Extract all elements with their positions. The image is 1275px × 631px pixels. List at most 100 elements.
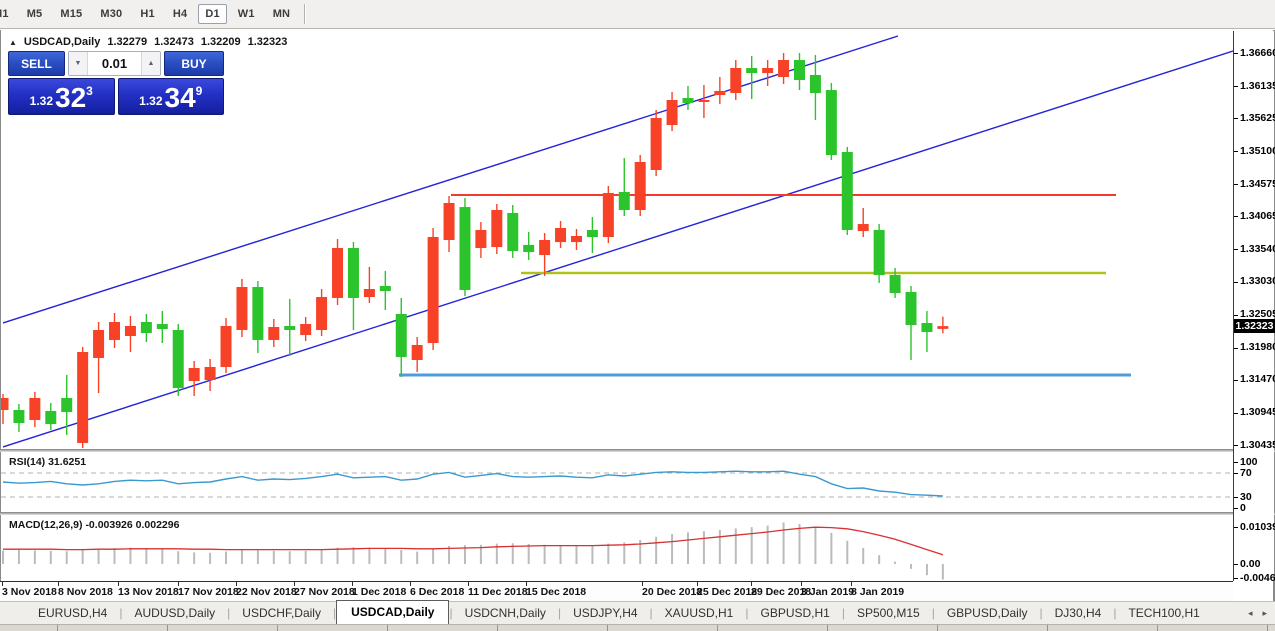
candle-body bbox=[825, 90, 837, 156]
time-axis[interactable]: 3 Nov 2018 8 Nov 2018 13 Nov 2018 17 Nov 20… bbox=[0, 581, 1233, 601]
sell-price-pip: 3 bbox=[86, 84, 93, 98]
chart-tab-audusd-daily[interactable]: AUDUSD,Daily bbox=[134, 606, 216, 620]
candle-body bbox=[268, 326, 280, 340]
tab-separator: | bbox=[332, 606, 337, 620]
timeframe-button-d1[interactable]: D1 bbox=[198, 4, 227, 24]
trend-channel-line[interactable] bbox=[2, 35, 899, 324]
time-axis-label: 27 Nov 2018 bbox=[294, 586, 355, 598]
timeframe-button-h4[interactable]: H4 bbox=[172, 8, 188, 20]
timeframe-button-m5[interactable]: M5 bbox=[26, 8, 43, 20]
tab-scroll-left-icon[interactable]: ◂ bbox=[1247, 608, 1253, 618]
macd-histogram-bar bbox=[97, 548, 100, 564]
buy-button[interactable]: BUY bbox=[164, 51, 224, 76]
macd-histogram-bar bbox=[925, 564, 928, 576]
time-axis-tick bbox=[294, 582, 295, 586]
macd-histogram-bar bbox=[320, 549, 323, 564]
trend-channel-line[interactable] bbox=[2, 50, 1233, 448]
chart-tab-gbpusd-h1[interactable]: GBPUSD,H1 bbox=[760, 606, 830, 620]
time-axis-label: 13 Nov 2018 bbox=[118, 586, 179, 598]
candle-body bbox=[539, 240, 551, 256]
macd-histogram-bar bbox=[766, 525, 769, 564]
candle-body bbox=[236, 287, 248, 331]
price-axis-tick bbox=[1234, 184, 1238, 186]
one-click-trade-panel: SELL ▼ 0.01 ▲ BUY 1.32 32 3 1.32 34 9 bbox=[8, 51, 224, 115]
candle-body bbox=[1, 397, 9, 410]
macd-histogram-bar bbox=[2, 550, 4, 564]
time-axis-tick bbox=[352, 582, 353, 586]
timeframe-button-mn[interactable]: MN bbox=[272, 8, 291, 20]
macd-axis-label: 0.00 bbox=[1240, 557, 1261, 570]
price-axis-tick bbox=[1234, 53, 1238, 54]
ohlc-low: 1.32209 bbox=[200, 36, 241, 48]
price-axis-tick bbox=[1234, 314, 1238, 316]
pane-splitter-rsi-macd[interactable] bbox=[0, 512, 1275, 515]
timeframe-button-m30[interactable]: M30 bbox=[100, 8, 123, 20]
macd-histogram-bar bbox=[193, 552, 196, 564]
sell-price-button[interactable]: 1.32 32 3 bbox=[8, 78, 115, 115]
candle-body bbox=[762, 67, 774, 74]
volume-value[interactable]: 0.01 bbox=[101, 56, 128, 71]
ohlc-close: 1.32323 bbox=[247, 36, 288, 48]
macd-histogram-bar bbox=[304, 550, 307, 564]
rsi-axis-tick bbox=[1234, 508, 1238, 509]
volume-stepper: ▼ 0.01 ▲ bbox=[68, 51, 161, 76]
chart-tab-eurusd-h4[interactable]: EURUSD,H4 bbox=[38, 606, 108, 620]
chart-tab-usdchf-daily[interactable]: USDCHF,Daily bbox=[242, 606, 321, 620]
tab-separator: | bbox=[931, 606, 935, 620]
macd-histogram-bar bbox=[113, 548, 116, 564]
candle-body bbox=[77, 351, 89, 443]
candle-body bbox=[682, 98, 694, 103]
chart-tab-xauusd-h1[interactable]: XAUUSD,H1 bbox=[664, 606, 734, 620]
rsi-axis-label: 0 bbox=[1240, 501, 1246, 514]
candle-body bbox=[284, 325, 296, 331]
rsi-axis-tick bbox=[1234, 473, 1238, 474]
timeframe-button-m1[interactable]: M1 bbox=[0, 8, 9, 20]
chart-tab-tech100-h1[interactable]: TECH100,H1 bbox=[1128, 606, 1200, 620]
tab-separator: | bbox=[745, 606, 749, 620]
volume-increase-icon[interactable]: ▲ bbox=[141, 52, 160, 75]
ohlc-high: 1.32473 bbox=[154, 36, 194, 48]
time-axis-label: 1 Dec 2018 bbox=[352, 586, 407, 598]
candle-body bbox=[252, 287, 264, 340]
macd-histogram-bar bbox=[161, 548, 164, 564]
candle-body bbox=[109, 322, 121, 340]
price-axis[interactable]: 1.36660 1.36135 1.35625 1.35100 1.34575 1.340… bbox=[1233, 31, 1275, 584]
buy-price-button[interactable]: 1.32 34 9 bbox=[117, 78, 224, 115]
chart-tab-gbpusd-daily[interactable]: GBPUSD,Daily bbox=[946, 606, 1028, 620]
sell-button[interactable]: SELL bbox=[8, 51, 65, 76]
chart-tab-usdjpy-h4[interactable]: USDJPY,H4 bbox=[573, 606, 638, 620]
tab-separator: | bbox=[449, 606, 453, 620]
pane-splitter-main-rsi[interactable] bbox=[0, 449, 1275, 452]
candle-body bbox=[634, 162, 646, 210]
chart-tab-dj30-h4[interactable]: DJ30,H4 bbox=[1054, 606, 1102, 620]
macd-histogram-bar bbox=[639, 540, 642, 564]
candle-body bbox=[459, 207, 471, 291]
chart-tab-usdcnh-daily[interactable]: USDCNH,Daily bbox=[464, 606, 546, 620]
price-axis-tick bbox=[1234, 281, 1238, 283]
timeframe-button-m15[interactable]: M15 bbox=[60, 8, 83, 20]
collapse-panel-icon[interactable]: ▲ bbox=[9, 37, 17, 47]
price-axis-tick bbox=[1234, 151, 1238, 153]
time-axis-tick bbox=[751, 582, 752, 586]
candle-body bbox=[841, 151, 853, 231]
rsi-axis-tick bbox=[1234, 497, 1238, 498]
macd-histogram-bar bbox=[527, 544, 530, 564]
time-axis-label: 25 Dec 2018 bbox=[697, 586, 758, 598]
price-axis-label: 1.33030 bbox=[1240, 275, 1275, 288]
price-axis-label: 1.31470 bbox=[1240, 373, 1275, 386]
macd-histogram-bar bbox=[416, 551, 419, 564]
chart-tab-usdcad-daily[interactable]: USDCAD,Daily bbox=[336, 600, 450, 624]
tab-separator: | bbox=[649, 606, 653, 620]
price-axis-label: 1.36135 bbox=[1240, 79, 1275, 92]
time-axis-tick bbox=[468, 582, 469, 586]
macd-histogram-bar bbox=[782, 522, 785, 564]
timeframe-button-h1[interactable]: H1 bbox=[140, 8, 155, 20]
volume-decrease-icon[interactable]: ▼ bbox=[69, 52, 88, 75]
timeframe-button-w1[interactable]: W1 bbox=[237, 8, 255, 20]
macd-histogram-bar bbox=[177, 551, 180, 564]
macd-histogram-bar bbox=[686, 532, 689, 564]
tab-scroll-right-icon[interactable]: ▸ bbox=[1262, 608, 1267, 618]
price-axis-label: 1.36660 bbox=[1240, 46, 1275, 59]
macd-histogram-bar bbox=[209, 552, 212, 564]
chart-tab-sp500-m15[interactable]: SP500,M15 bbox=[856, 606, 920, 620]
